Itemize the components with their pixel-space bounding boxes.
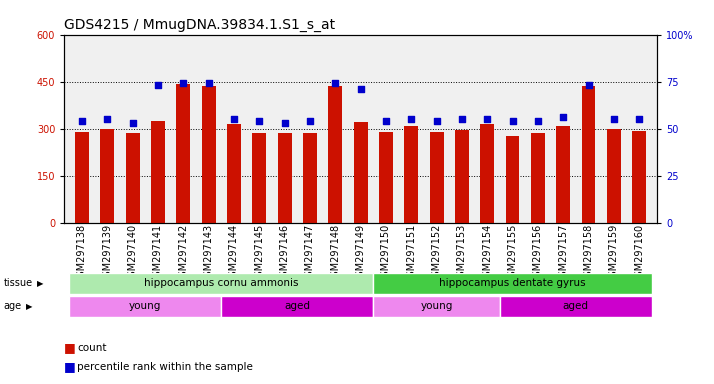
Text: percentile rank within the sample: percentile rank within the sample: [77, 362, 253, 372]
Bar: [126, 133, 140, 223]
Point: [558, 114, 569, 121]
Bar: [632, 131, 646, 223]
Text: aged: aged: [563, 301, 589, 311]
Bar: [430, 132, 443, 223]
Text: hippocampus dentate gyrus: hippocampus dentate gyrus: [439, 278, 585, 288]
Bar: [69, 273, 373, 294]
Text: ▶: ▶: [37, 279, 44, 288]
Bar: [481, 124, 494, 223]
Text: young: young: [129, 301, 161, 311]
Bar: [303, 133, 317, 223]
Bar: [506, 136, 520, 223]
Bar: [500, 296, 652, 317]
Bar: [455, 130, 469, 223]
Point: [355, 86, 366, 92]
Text: hippocampus cornu ammonis: hippocampus cornu ammonis: [144, 278, 298, 288]
Text: GDS4215 / MmugDNA.39834.1.S1_s_at: GDS4215 / MmugDNA.39834.1.S1_s_at: [64, 18, 336, 32]
Bar: [75, 132, 89, 223]
Bar: [252, 133, 266, 223]
Point: [330, 80, 341, 86]
Point: [380, 118, 391, 124]
Point: [76, 118, 88, 124]
Bar: [353, 122, 368, 223]
Point: [406, 116, 417, 122]
Point: [178, 80, 189, 86]
Text: age: age: [4, 301, 21, 311]
Point: [152, 82, 164, 88]
Bar: [379, 132, 393, 223]
Text: ▶: ▶: [26, 302, 33, 311]
Text: ■: ■: [64, 360, 76, 373]
Point: [608, 116, 620, 122]
Point: [583, 82, 594, 88]
Point: [532, 118, 543, 124]
Point: [203, 80, 214, 86]
Bar: [373, 296, 500, 317]
Point: [431, 118, 442, 124]
Text: aged: aged: [284, 301, 311, 311]
Point: [279, 120, 291, 126]
Bar: [151, 121, 165, 223]
Point: [127, 120, 139, 126]
Text: young: young: [421, 301, 453, 311]
Bar: [373, 273, 652, 294]
Bar: [221, 296, 373, 317]
Bar: [176, 84, 190, 223]
Text: tissue: tissue: [4, 278, 33, 288]
Bar: [581, 86, 595, 223]
Bar: [328, 86, 342, 223]
Point: [507, 118, 518, 124]
Text: count: count: [77, 343, 106, 353]
Bar: [101, 129, 114, 223]
Point: [253, 118, 265, 124]
Point: [101, 116, 113, 122]
Bar: [556, 126, 570, 223]
Bar: [201, 86, 216, 223]
Point: [633, 116, 645, 122]
Point: [304, 118, 316, 124]
Point: [456, 116, 468, 122]
Bar: [69, 296, 221, 317]
Text: ■: ■: [64, 341, 76, 354]
Bar: [278, 133, 291, 223]
Bar: [607, 129, 620, 223]
Bar: [531, 133, 545, 223]
Bar: [227, 124, 241, 223]
Point: [481, 116, 493, 122]
Point: [228, 116, 240, 122]
Bar: [404, 126, 418, 223]
